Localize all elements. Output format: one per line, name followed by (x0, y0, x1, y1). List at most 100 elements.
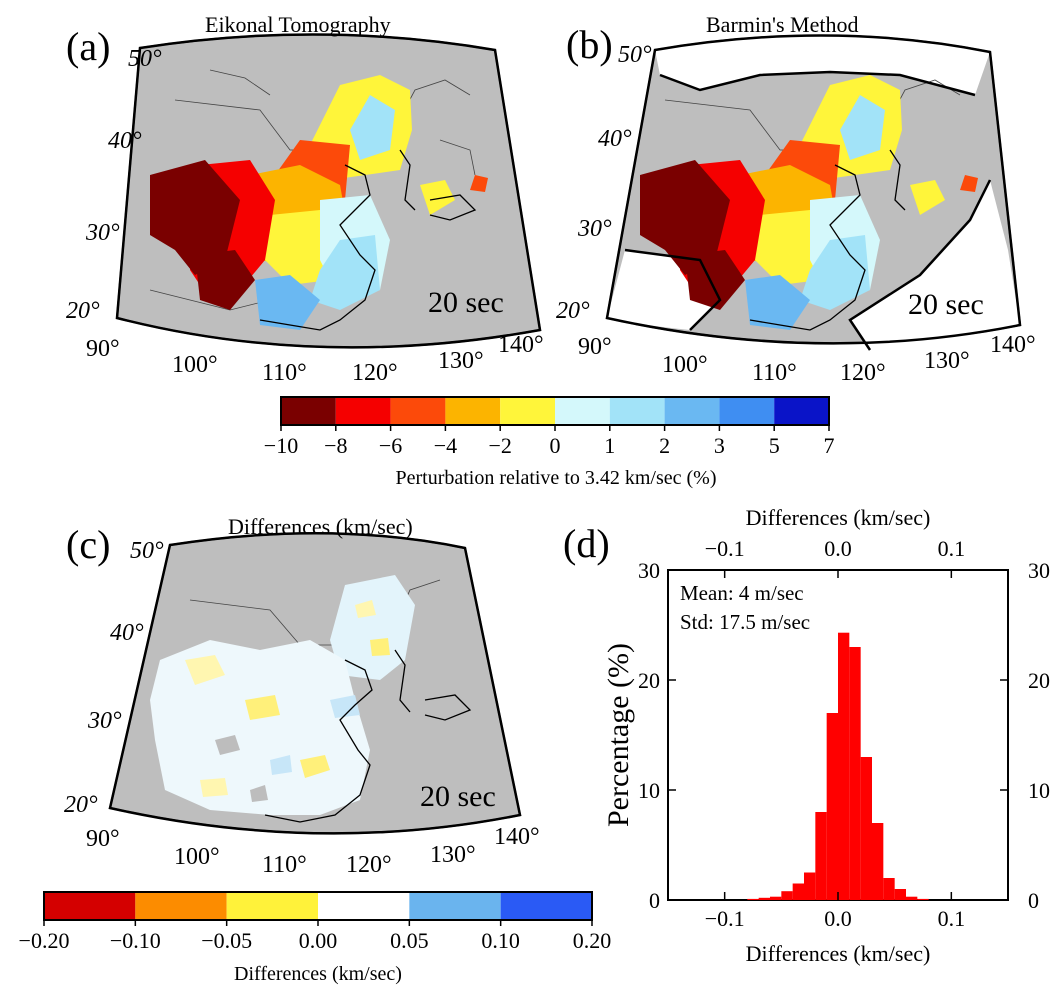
histogram: −0.1 −0.1 0.0 0.0 0.1 0.1 0 0 10 10 20 20 30 30 (638, 536, 1050, 931)
map-c-frame (108, 531, 522, 835)
difference-colorbar-tick-label-2: −0.05 (201, 928, 252, 953)
histogram-xtick-label-top-1: 0.0 (824, 536, 852, 561)
panel-c-lon-90: 90° (86, 826, 120, 852)
panel-c-lon-110: 110° (262, 852, 307, 878)
panel-b-lat-40: 40° (598, 126, 632, 152)
map-panel-b (605, 34, 1022, 351)
histogram-ytick-label-right-0: 0 (1028, 888, 1039, 913)
panel-c-lon-140: 140° (494, 824, 540, 850)
panel-b-lat-20: 20° (556, 298, 590, 324)
panel-c-period: 20 sec (420, 780, 496, 813)
difference-colorbar: −0.20 −0.10 −0.05 0.00 0.05 0.10 0.20 (19, 891, 612, 953)
difference-colorbar-swatch-3 (318, 892, 410, 920)
histogram-xtick-label-top-0: −0.1 (705, 536, 745, 561)
histogram-x-axis-label: Differences (km/sec) (746, 941, 931, 966)
difference-colorbar-tick-label-3: 0.00 (299, 928, 338, 953)
histogram-ytick-label-right-3: 30 (1028, 558, 1050, 583)
map-c-difference-field (150, 575, 415, 815)
panel-c-lon-130: 130° (430, 842, 476, 868)
velocity-colorbar-swatch-3 (445, 397, 501, 425)
velocity-colorbar-tick-label-8: 3 (714, 433, 725, 458)
map-c-coastline (264, 649, 472, 823)
histogram-xtick-label-bottom-1: 0.0 (824, 906, 852, 931)
difference-colorbar-tick-label-6: 0.20 (573, 928, 612, 953)
difference-colorbar-tick-label-4: 0.05 (390, 928, 429, 953)
panel-b-title: Barmin's Method (706, 12, 858, 37)
histogram-bar-2 (770, 896, 782, 900)
panel-a-lon-130: 130° (438, 348, 484, 374)
map-b-coastline (749, 149, 906, 331)
histogram-bar-15 (917, 898, 929, 900)
difference-colorbar-swatch-5 (500, 892, 592, 920)
velocity-colorbar-tick-label-7: 2 (659, 433, 670, 458)
panel-a-lon-140: 140° (498, 332, 544, 358)
histogram-bar-5 (804, 872, 816, 900)
panel-b-lon-140: 140° (990, 332, 1036, 358)
panel-a-lon-90: 90° (86, 336, 120, 362)
panel-b-lat-30: 30° (577, 216, 612, 242)
histogram-ytick-label-left-0: 0 (649, 888, 660, 913)
histogram-bar-12 (883, 878, 895, 900)
difference-colorbar-tick-label-1: −0.10 (110, 928, 161, 953)
panel-b-period: 20 sec (908, 288, 984, 321)
difference-colorbar-tick-label-5: 0.10 (481, 928, 520, 953)
histogram-ytick-label-right-1: 10 (1028, 778, 1050, 803)
histogram-top-axis-label: Differences (km/sec) (746, 505, 931, 530)
map-b-plate-boundaries (624, 70, 992, 351)
histogram-std-stat: Std: 17.5 m/sec (680, 610, 810, 634)
panel-b-lat-50: 50° (618, 42, 652, 68)
map-a-velocity-field (150, 75, 488, 330)
panel-b-label: (b) (566, 22, 613, 67)
panel-a-label: (a) (66, 24, 110, 69)
histogram-bar-9 (849, 647, 861, 900)
histogram-xtick-label-bottom-0: −0.1 (705, 906, 745, 931)
histogram-bar-14 (906, 896, 918, 900)
histogram-bars (747, 632, 929, 900)
velocity-colorbar-swatch-2 (390, 397, 446, 425)
histogram-ytick-label-right-2: 20 (1028, 668, 1050, 693)
velocity-colorbar: −10 −8 −6 −4 −2 0 1 2 3 5 7 (264, 396, 835, 458)
histogram-bar-11 (872, 823, 884, 900)
panel-a-lon-120: 120° (352, 360, 398, 386)
panel-b-lon-130: 130° (924, 348, 970, 374)
histogram-ytick-label-left-2: 20 (638, 668, 660, 693)
histogram-bar-4 (792, 883, 804, 900)
panel-a-lat-20: 20° (66, 298, 100, 324)
panel-c-label: (c) (66, 522, 110, 567)
difference-colorbar-swatch-1 (135, 892, 227, 920)
velocity-colorbar-tick-label-2: −6 (379, 433, 402, 458)
velocity-colorbar-tick-label-4: −2 (488, 433, 511, 458)
panel-a-lon-110: 110° (262, 360, 307, 386)
map-a-coastline (259, 149, 477, 331)
histogram-ytick-label-left-3: 30 (638, 558, 660, 583)
difference-colorbar-swatch-4 (409, 892, 501, 920)
velocity-colorbar-title: Perturbation relative to 3.42 km/sec (%) (395, 467, 716, 489)
velocity-colorbar-swatch-4 (500, 397, 555, 425)
velocity-colorbar-tick-label-9: 5 (769, 433, 780, 458)
panel-a-lat-50: 50° (128, 46, 162, 72)
panel-a-lat-30: 30° (85, 220, 120, 246)
velocity-colorbar-tick-label-0: −10 (264, 433, 298, 458)
velocity-colorbar-swatch-7 (664, 397, 720, 425)
histogram-xtick-label-top-2: 0.1 (938, 536, 966, 561)
histogram-bar-7 (826, 713, 838, 900)
panel-b-lon-100: 100° (662, 352, 708, 378)
panel-d-label: (d) (563, 521, 610, 566)
panel-a-title: Eikonal Tomography (205, 12, 391, 37)
velocity-colorbar-swatch-0 (281, 397, 336, 425)
histogram-y-axis-label: Percentage (%) (602, 643, 635, 827)
histogram-bar-10 (860, 757, 872, 900)
histogram-bar-6 (815, 812, 827, 900)
map-b-frame (605, 34, 1022, 345)
panel-b-lon-90: 90° (578, 334, 612, 360)
histogram-bar-3 (781, 891, 793, 900)
map-panel-c (108, 531, 522, 835)
map-b-white-region-southeast (850, 180, 1020, 350)
panel-c-title: Differences (km/sec) (228, 514, 413, 539)
panel-c-lat-40: 40° (110, 620, 144, 646)
panel-c-lat-50: 50° (130, 538, 164, 564)
histogram-bar-8 (838, 632, 850, 900)
velocity-colorbar-tick-label-3: −4 (434, 433, 457, 458)
panel-a-lon-100: 100° (172, 352, 218, 378)
